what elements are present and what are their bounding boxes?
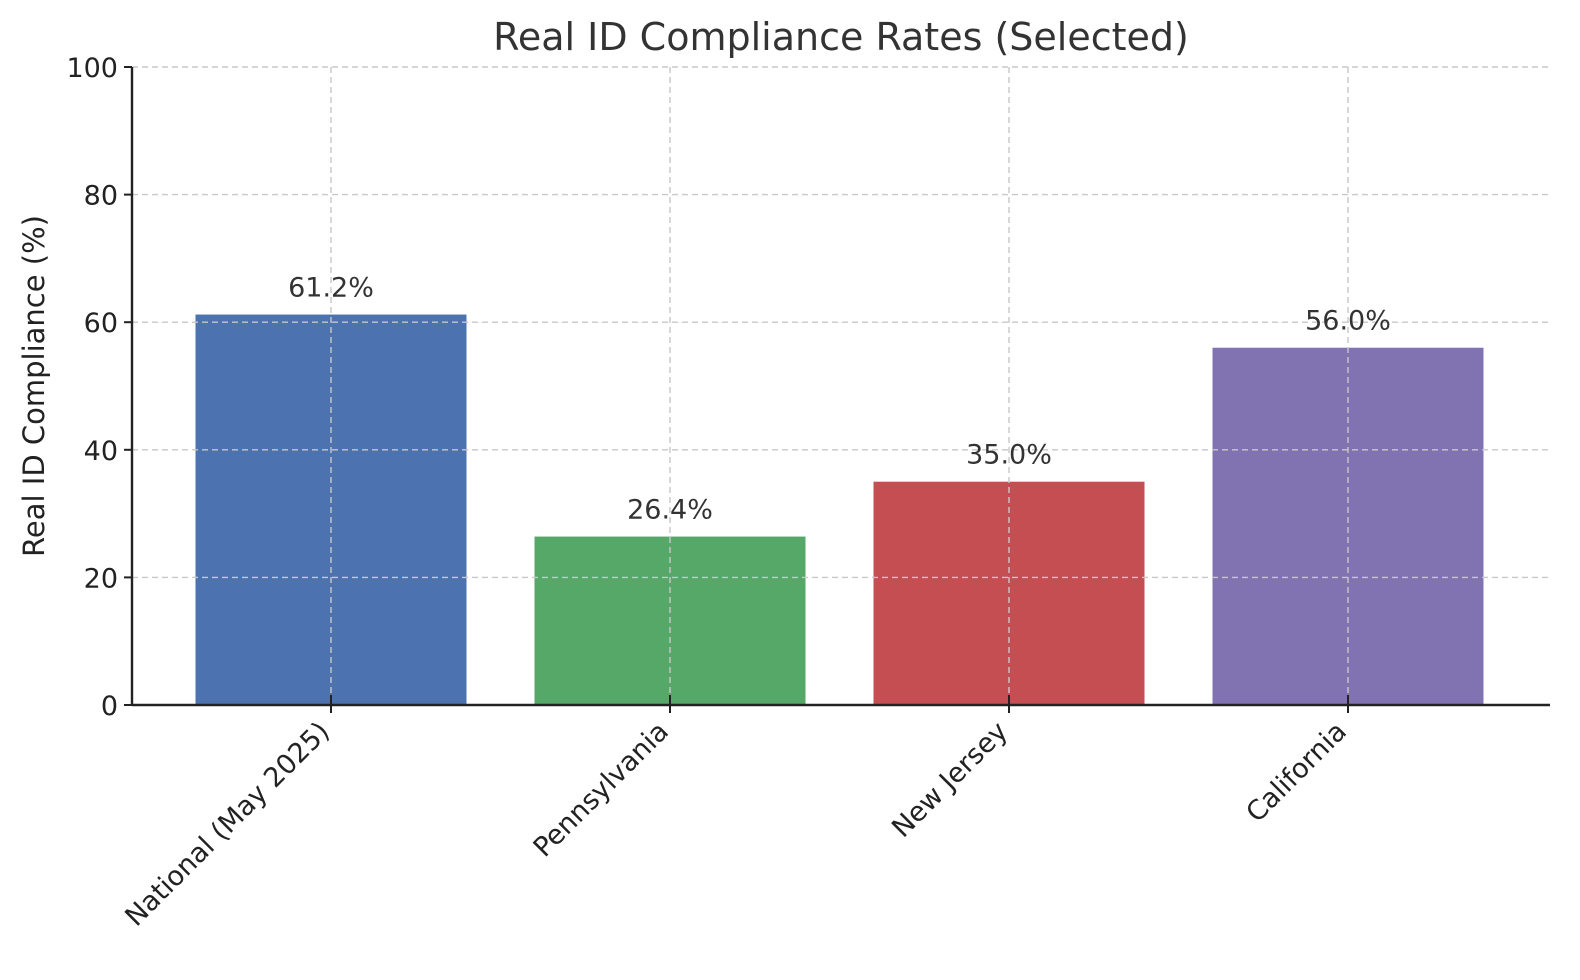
y-tick-label: 0 [101,691,118,722]
bars [195,314,1484,705]
y-tick-label: 100 [66,53,118,84]
x-tick-label: National (May 2025) [119,716,336,933]
x-tick-label: California [1240,716,1353,829]
y-tick-label: 40 [84,436,118,467]
y-tick-label: 60 [84,308,118,339]
y-tick-label: 20 [84,563,118,594]
grid [132,66,1550,705]
y-tick-label: 80 [84,181,118,212]
x-tick-label: Pennsylvania [528,716,675,863]
y-axis-label: Real ID Compliance (%) [17,215,51,557]
data-label: 35.0% [966,440,1052,471]
data-label: 56.0% [1305,306,1391,337]
data-label: 61.2% [288,273,374,304]
data-label: 26.4% [627,495,713,526]
chart-title: Real ID Compliance Rates (Selected) [493,15,1189,59]
axes [124,66,1550,713]
x-tick-label: New Jersey [886,716,1014,844]
